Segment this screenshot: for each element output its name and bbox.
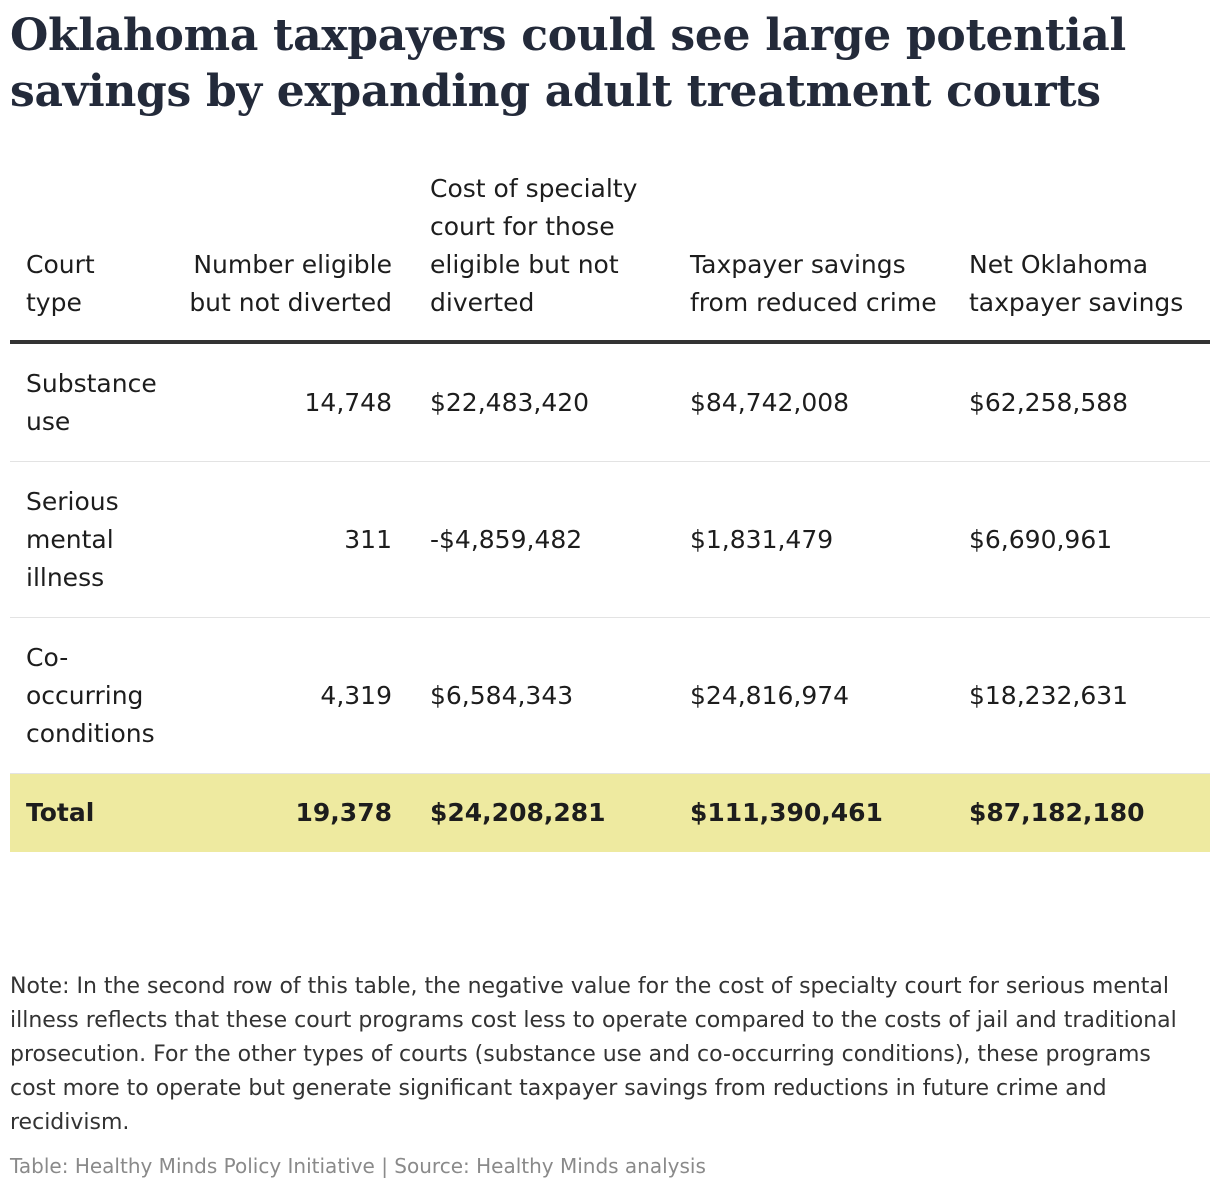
table-note: Note: In the second row of this table, t…: [10, 974, 1177, 1135]
header-row: Court type Number eligible but not diver…: [10, 170, 1210, 344]
cell-court-type: Serious mental illness: [10, 461, 160, 618]
table-row: Substance use 14,748 $22,483,420 $84,742…: [10, 342, 1210, 462]
source-credit: Table: Healthy Minds Policy Initiative |…: [10, 1154, 706, 1178]
col-header-cost: Cost of specialty court for those eligib…: [414, 170, 674, 344]
cell-savings: $1,831,479: [674, 461, 953, 618]
cell-total-net: $87,182,180: [953, 773, 1210, 852]
cell-total-cost: $24,208,281: [414, 773, 674, 852]
table-row: Serious mental illness 311 -$4,859,482 $…: [10, 461, 1210, 618]
cell-net: $6,690,961: [953, 461, 1210, 618]
cell-court-type: Substance use: [10, 342, 160, 462]
cell-net: $18,232,631: [953, 617, 1210, 774]
cell-cost: -$4,859,482: [414, 461, 674, 618]
data-table: Court type Number eligible but not diver…: [10, 170, 1210, 852]
cell-eligible: 4,319: [160, 617, 414, 774]
col-header-eligible: Number eligible but not diverted: [160, 170, 414, 344]
col-header-court-type: Court type: [10, 170, 160, 344]
cell-net: $62,258,588: [953, 342, 1210, 462]
cell-savings: $24,816,974: [674, 617, 953, 774]
col-header-savings: Taxpayer savings from reduced crime: [674, 170, 953, 344]
cell-total-label: Total: [10, 773, 160, 852]
cell-eligible: 14,748: [160, 342, 414, 462]
table-row: Co-occurring conditions 4,319 $6,584,343…: [10, 617, 1210, 774]
cell-total-eligible: 19,378: [160, 773, 414, 852]
cell-cost: $22,483,420: [414, 342, 674, 462]
total-row: Total 19,378 $24,208,281 $111,390,461 $8…: [10, 773, 1210, 852]
cell-eligible: 311: [160, 461, 414, 618]
col-header-net: Net Oklahoma taxpayer savings: [953, 170, 1210, 344]
cell-total-savings: $111,390,461: [674, 773, 953, 852]
cell-court-type: Co-occurring conditions: [10, 617, 160, 774]
cell-savings: $84,742,008: [674, 342, 953, 462]
chart-title: Oklahoma taxpayers could see large poten…: [10, 10, 1126, 117]
cell-cost: $6,584,343: [414, 617, 674, 774]
